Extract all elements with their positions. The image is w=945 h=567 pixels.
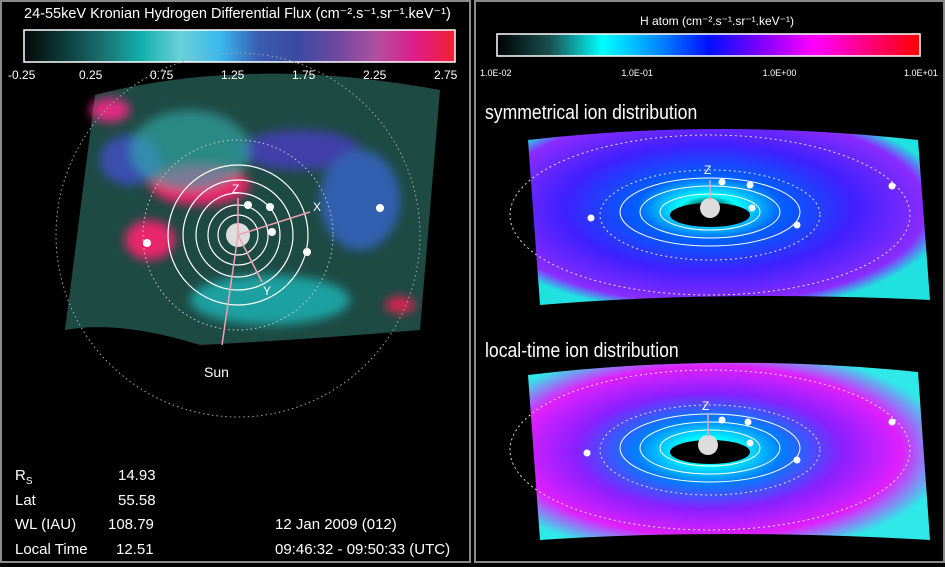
saturn-icon: [700, 198, 720, 218]
saturn-icon: [698, 435, 718, 455]
colorbar-tick-label: 1.0E+01: [904, 68, 938, 78]
left-colorbar: [23, 29, 456, 63]
rs-subscript: S: [25, 476, 33, 487]
left-ena-image: [55, 52, 440, 418]
local-time-label: Local Time: [15, 541, 88, 558]
sun-label: Sun: [204, 364, 229, 380]
colorbar-tick-label: 1.75: [292, 68, 316, 82]
right-colorbar: [496, 33, 921, 57]
colorbar-tick-label: 0.25: [79, 68, 103, 82]
lat-label: Lat: [15, 492, 36, 509]
colorbar-tick-label: 1.0E+00: [762, 68, 797, 78]
y-axis-label: Y: [263, 284, 272, 298]
left-colorbar-title: 24-55keV Kronian Hydrogen Differential F…: [24, 6, 451, 22]
colorbar-tick-label: 2.75: [434, 68, 458, 82]
local-time-label-heading: local-time ion distribution: [485, 340, 679, 362]
colorbar-tick-label: 1.0E-01: [621, 68, 653, 78]
rs-value: 14.93: [118, 467, 156, 484]
local-time-distribution-image: [509, 362, 930, 540]
colorbar-tick-label: 0.75: [150, 68, 174, 82]
colorbar-tick-label: -0.25: [8, 68, 36, 82]
z-axis-label: Z: [232, 182, 240, 196]
lat-value: 55.58: [118, 492, 156, 509]
wl-value: 108.79: [108, 516, 154, 533]
time-range-label: 09:46:32 - 09:50:33 (UTC): [275, 541, 451, 558]
rs-label-text: R: [15, 467, 26, 484]
symmetrical-label: symmetrical ion distribution: [485, 102, 698, 124]
colorbar-tick-label: 2.25: [363, 68, 387, 82]
date-label: 12 Jan 2009 (012): [275, 516, 397, 533]
z-axis-label-bottom: Z: [702, 399, 710, 413]
wl-label: WL (IAU): [15, 516, 77, 533]
x-axis-label: X: [313, 200, 322, 214]
colorbar-tick-label: 1.25: [221, 68, 245, 82]
rs-label: RS: [15, 467, 33, 487]
symmetrical-distribution-image: [509, 129, 930, 305]
local-time-value: 12.51: [116, 541, 154, 558]
colorbar-tick-label: 1.0E-02: [480, 68, 512, 78]
right-colorbar-title: H atom (cm⁻².s⁻¹.sr⁻¹.keV⁻¹): [640, 14, 794, 28]
z-axis-label-top: Z: [704, 163, 712, 177]
